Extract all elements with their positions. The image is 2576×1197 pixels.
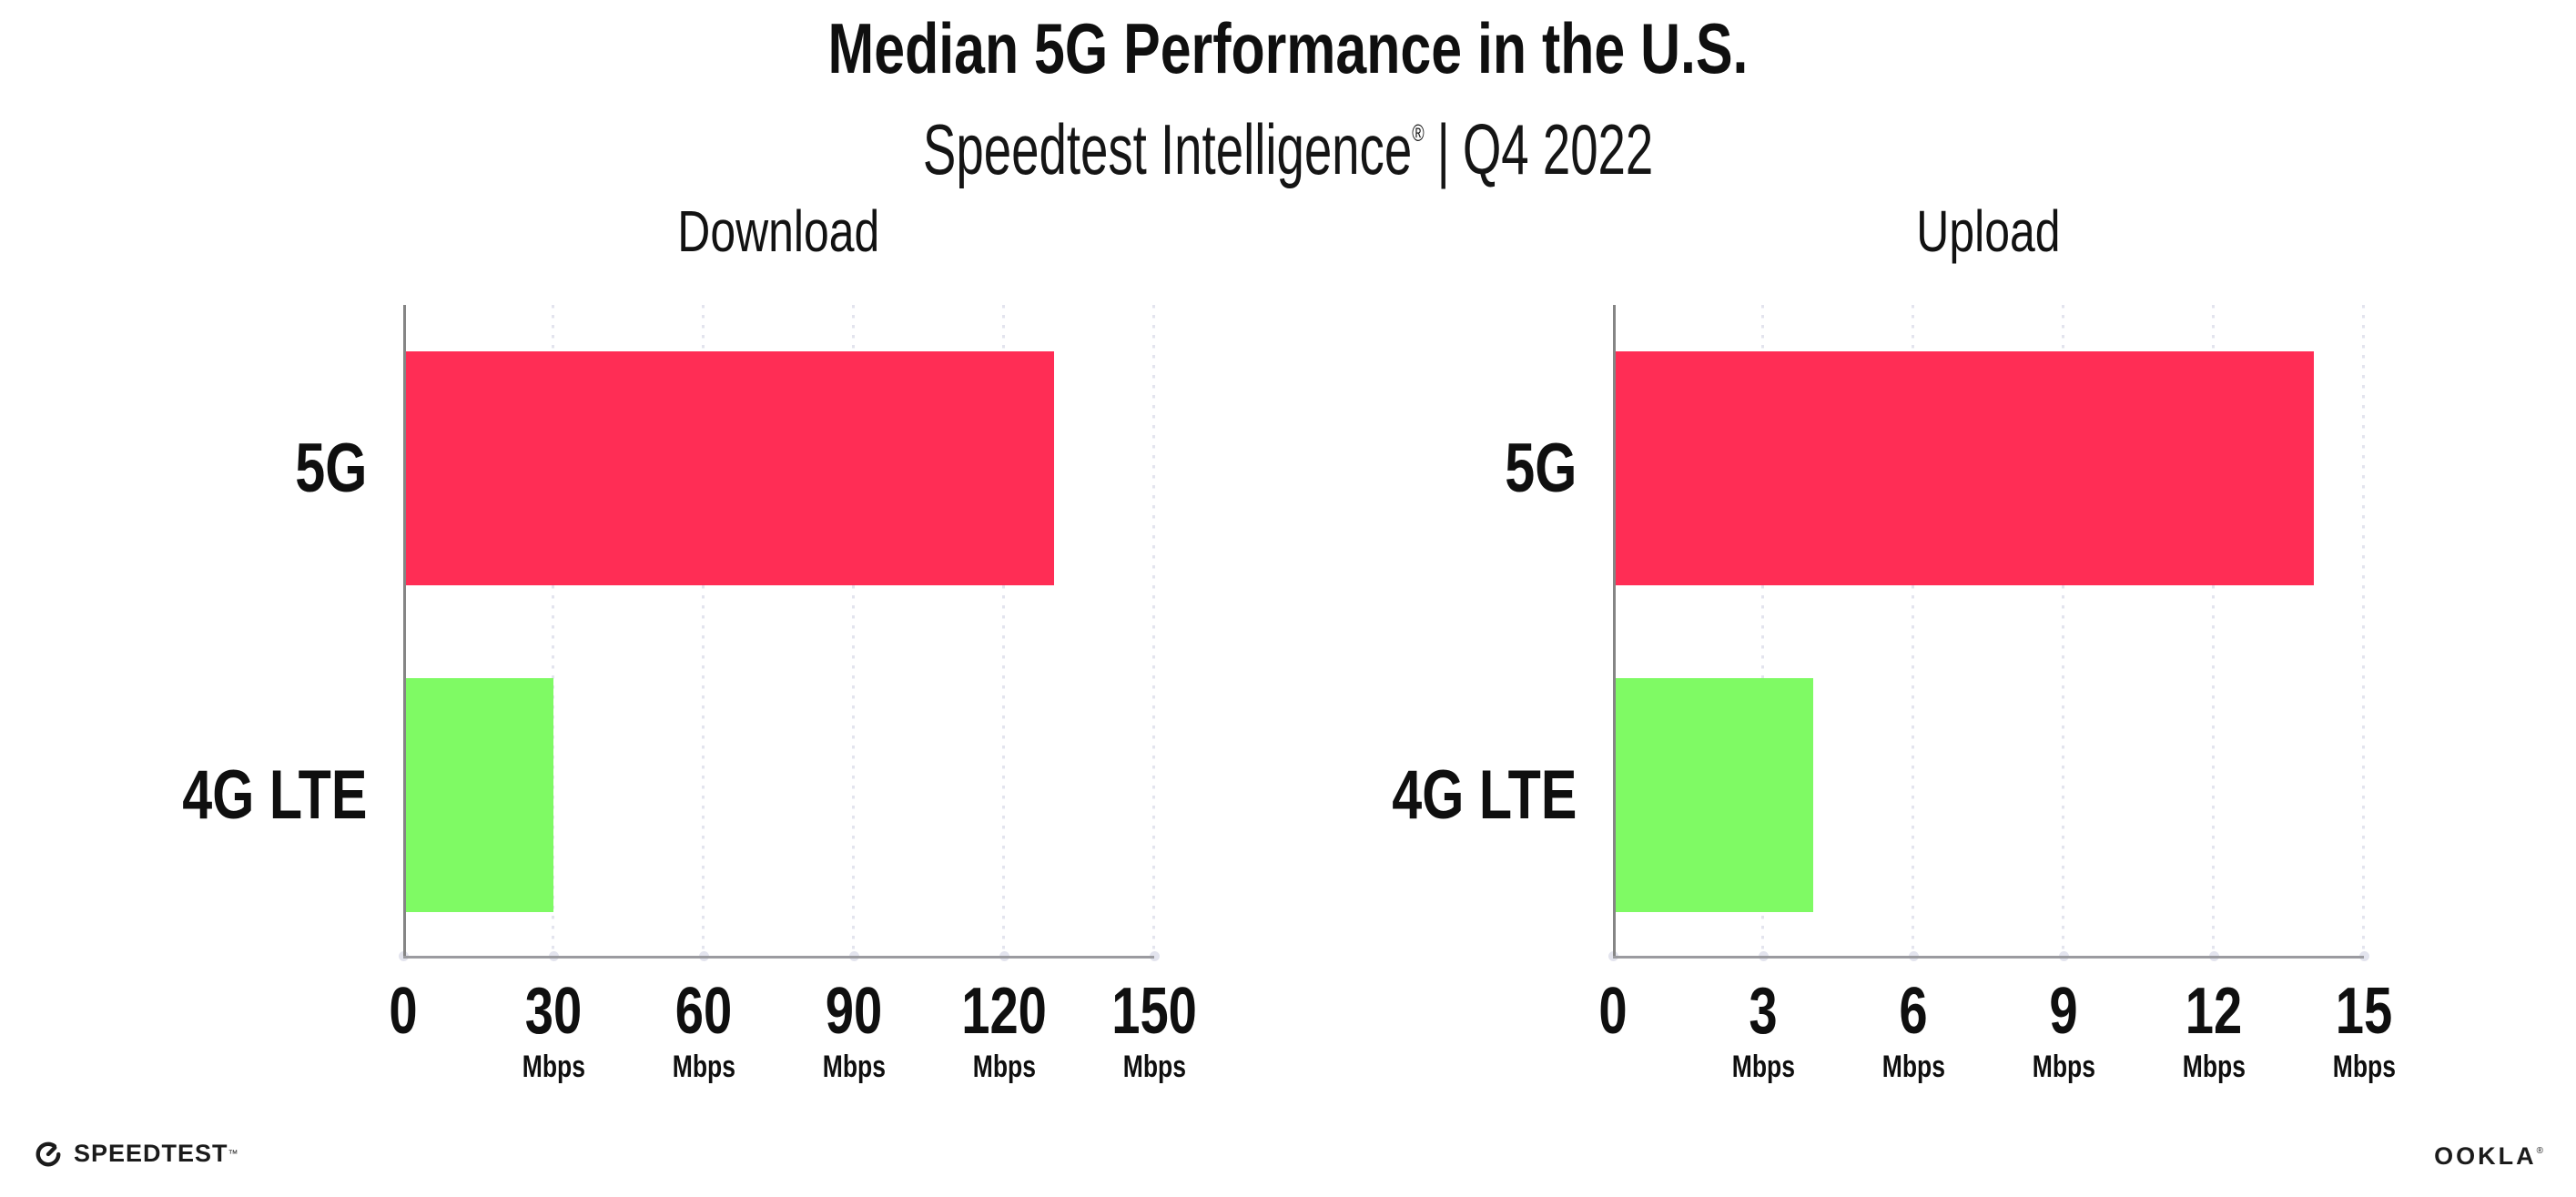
x-tick-unit: Mbps: [1122, 1050, 1186, 1084]
speedtest-trademark: ™: [228, 1148, 238, 1160]
upload-chart-title: Upload: [1916, 198, 2061, 264]
x-tick-value: 30: [524, 975, 583, 1048]
category-label-4g-lte-download: 4G LTE: [0, 756, 367, 834]
x-tick-value: 0: [1598, 975, 1628, 1048]
x-tick-value: 12: [2185, 975, 2243, 1048]
speedtest-logo: SPEEDTEST ™: [35, 1140, 238, 1168]
x-tick-value: 90: [825, 975, 883, 1048]
gridline-150: [1152, 305, 1155, 959]
category-label-text: 4G LTE: [1391, 756, 1577, 834]
page-title-text: Median 5G Performance in the U.S.: [827, 8, 1749, 88]
x-tick-value: 3: [1749, 975, 1778, 1048]
tick-dot-150: [1150, 951, 1160, 961]
category-label-5g-download: 5G: [0, 429, 367, 507]
gridline-12: [2212, 305, 2215, 959]
upload-plot-area: [1608, 305, 2369, 961]
x-tick-unit: Mbps: [2032, 1050, 2095, 1084]
x-tick-download-90: 90 Mbps: [781, 979, 927, 1084]
x-tick-upload-12: 12 Mbps: [2141, 979, 2287, 1084]
x-tick-unit: Mbps: [1731, 1050, 1795, 1084]
gridline-120: [1002, 305, 1005, 959]
speedtest-wordmark: SPEEDTEST: [74, 1140, 228, 1167]
x-tick-unit: Mbps: [2182, 1050, 2246, 1084]
subtitle-brand: Speedtest Intelligence: [922, 109, 1413, 189]
gridline-60: [702, 305, 705, 959]
gridline-3: [1761, 305, 1764, 959]
x-tick-value: 60: [674, 975, 733, 1048]
page-title: Median 5G Performance in the U.S.: [0, 11, 2576, 86]
download-chart-title: Download: [677, 198, 880, 264]
x-tick-download-120: 120 Mbps: [931, 979, 1077, 1084]
x-tick-download-30: 30 Mbps: [481, 979, 626, 1084]
category-label-text: 5G: [1504, 429, 1577, 507]
x-tick-unit: Mbps: [972, 1050, 1036, 1084]
bar-5g-upload: [1616, 351, 2314, 585]
ookla-logo: OOKLA®: [2434, 1142, 2543, 1171]
x-tick-upload-15: 15 Mbps: [2291, 979, 2437, 1084]
x-tick-value: 9: [2049, 975, 2078, 1048]
x-tick-value: 150: [1111, 975, 1197, 1048]
x-tick-upload-9: 9 Mbps: [1991, 979, 2136, 1084]
tick-dot-15: [2359, 951, 2369, 961]
gridline-6: [1912, 305, 1914, 959]
x-tick-unit: Mbps: [822, 1050, 886, 1084]
ookla-registered: ®: [2536, 1146, 2543, 1156]
x-tick-upload-3: 3 Mbps: [1690, 979, 1836, 1084]
bar-5g-download: [406, 351, 1054, 585]
gridline-30: [552, 305, 554, 959]
x-tick-value: 15: [2335, 975, 2393, 1048]
bar-4g-lte-download: [406, 678, 553, 912]
x-tick-unit: Mbps: [2332, 1050, 2396, 1084]
category-label-5g-upload: 5G: [1194, 429, 1577, 507]
category-label-4g-lte-upload: 4G LTE: [1194, 756, 1577, 834]
gridline-15: [2362, 305, 2365, 959]
subtitle-divider: |: [1436, 109, 1450, 189]
x-tick-value: 120: [961, 975, 1047, 1048]
upload-y-axis-line: [1613, 305, 1616, 959]
x-tick-unit: Mbps: [672, 1050, 735, 1084]
registered-mark: ®: [1412, 119, 1425, 147]
page-subtitle: Speedtest Intelligence® | Q4 2022: [0, 95, 2576, 188]
x-tick-value: 6: [1899, 975, 1928, 1048]
x-tick-download-0: 0: [330, 979, 476, 1044]
upload-x-axis-line: [1613, 956, 2364, 959]
ookla-wordmark: OOKLA: [2434, 1142, 2537, 1170]
x-tick-upload-6: 6 Mbps: [1841, 979, 1986, 1084]
x-tick-value: 0: [389, 975, 418, 1048]
download-y-axis-line: [403, 305, 406, 959]
category-label-text: 4G LTE: [181, 756, 367, 834]
subtitle-period: Q4 2022: [1462, 109, 1654, 189]
gridline-9: [2062, 305, 2064, 959]
x-tick-download-60: 60 Mbps: [631, 979, 776, 1084]
x-tick-unit: Mbps: [522, 1050, 585, 1084]
x-tick-unit: Mbps: [1881, 1050, 1945, 1084]
speedtest-gauge-icon: [35, 1141, 61, 1166]
x-tick-download-150: 150 Mbps: [1081, 979, 1227, 1084]
gridline-90: [852, 305, 855, 959]
bar-4g-lte-upload: [1616, 678, 1813, 912]
download-x-axis-line: [403, 956, 1154, 959]
x-tick-upload-0: 0: [1540, 979, 1686, 1044]
category-label-text: 5G: [294, 429, 367, 507]
download-plot-area: [399, 305, 1160, 961]
